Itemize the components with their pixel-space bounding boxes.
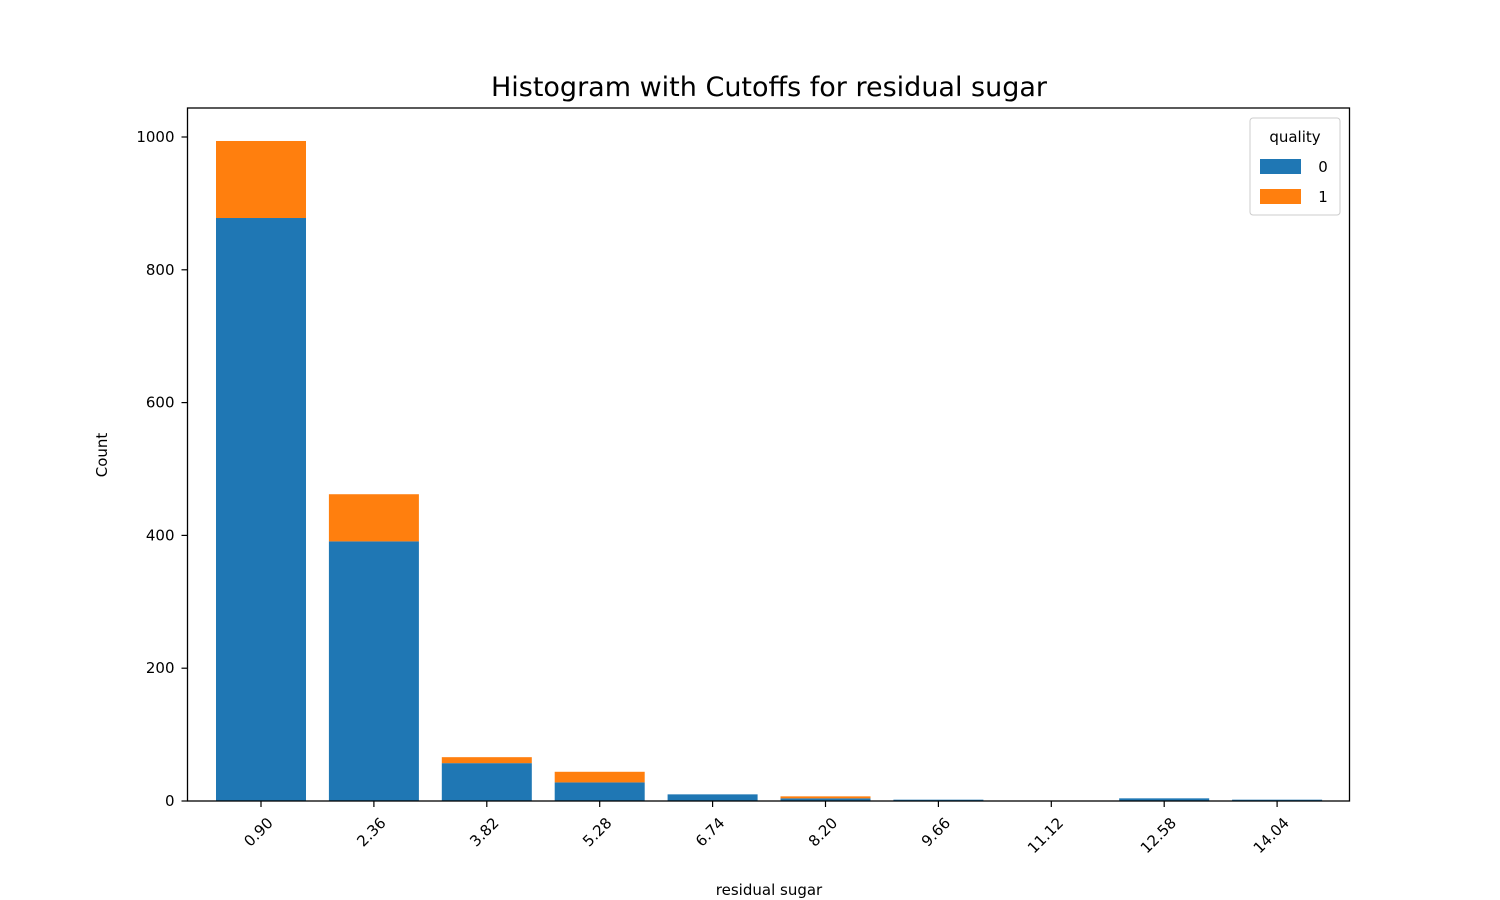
y-tick-label-200: 200: [146, 659, 175, 677]
y-axis: 0 200 400 600 800 1000: [136, 128, 188, 810]
x-tick-label-14.04: 14.04: [1250, 814, 1293, 857]
y-tick-label-0: 0: [165, 792, 175, 810]
bar-series-1-5.28: [554, 771, 645, 783]
bar-series-0-14.04: [1232, 799, 1323, 801]
x-axis: 0.90 2.36 3.82 5.28 6.74 8.20 9.66 11.12 12.58 14…: [240, 801, 1293, 857]
bar-series-0-8.20: [780, 798, 871, 801]
bar-series-1-8.20: [780, 796, 871, 799]
x-tick-label-5.28: 5.28: [579, 814, 615, 850]
y-tick-label-800: 800: [146, 261, 175, 279]
bar-series-0-6.74: [667, 794, 758, 801]
y-tick-label-1000: 1000: [136, 128, 174, 146]
bar-series-0-12.58: [1119, 798, 1210, 801]
x-tick-label-3.82: 3.82: [466, 814, 502, 850]
legend-title: quality: [1269, 128, 1320, 146]
x-tick-label-11.12: 11.12: [1024, 814, 1067, 857]
bar-series-0-5.28: [554, 782, 645, 801]
chart-title: Histogram with Cutoffs for residual suga…: [491, 72, 1048, 103]
x-tick-label-0.90: 0.90: [240, 814, 276, 850]
legend-label-series-1: 1: [1318, 188, 1328, 206]
bar-series-0-3.82: [441, 763, 532, 801]
y-tick-label-600: 600: [146, 394, 175, 412]
bar-series-0-2.36: [328, 541, 419, 801]
bar-series-1-3.82: [441, 757, 532, 764]
bar-series-0-9.66: [893, 799, 984, 801]
x-tick-label-8.20: 8.20: [805, 814, 841, 850]
x-tick-label-2.36: 2.36: [353, 814, 389, 850]
x-tick-label-12.58: 12.58: [1137, 814, 1180, 857]
x-axis-label: residual sugar: [716, 881, 823, 899]
legend: quality 0 1: [1249, 117, 1341, 216]
x-tick-label-9.66: 9.66: [918, 814, 954, 850]
x-tick-label-6.74: 6.74: [692, 814, 728, 850]
y-axis-label: Count: [93, 433, 111, 478]
bar-series-0-0.90: [216, 218, 306, 801]
legend-swatch-series-1: [1260, 189, 1301, 204]
legend-label-series-0: 0: [1318, 158, 1328, 176]
bar-series-1-2.36: [328, 494, 419, 542]
bars-layer: [216, 140, 1323, 801]
legend-swatch-series-0: [1260, 159, 1301, 174]
y-tick-label-400: 400: [146, 526, 175, 544]
plot-frame: [186, 107, 1351, 802]
bar-series-1-0.90: [216, 140, 306, 219]
